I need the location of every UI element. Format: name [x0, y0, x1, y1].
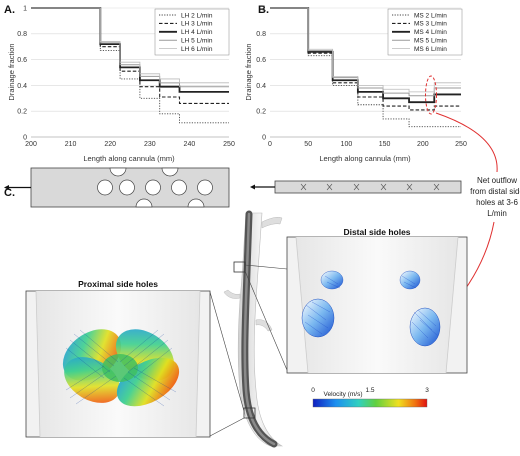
legend-entry: LH 2 L/min [181, 12, 213, 19]
side-hole [171, 179, 187, 196]
colorbar-title: Velocity (m/s) [323, 391, 362, 398]
chart-b: 0 50 100 150 200 250 0 0.2 0.4 0.6 0.8 1 Length al… [244, 5, 467, 163]
annotation-line-3: holes at 3-6 [476, 198, 518, 207]
x-tick-label: 0 [268, 141, 272, 148]
y-tick-label: 0.6 [256, 57, 266, 64]
highlight-ellipse [425, 75, 437, 115]
chart-a-y-label: Drainage fraction [7, 43, 16, 100]
x-tick-label: 230 [144, 141, 156, 148]
panel-label-c: C. [4, 187, 15, 199]
side-hole-marker [433, 183, 440, 191]
chart-a-x-ticks: 200 210 220 230 240 250 [25, 141, 235, 148]
series-line [270, 7, 461, 111]
proximal-title: Proximal side holes [78, 279, 158, 289]
side-hole [135, 198, 153, 208]
side-hole-marker [300, 183, 307, 191]
y-tick-label: 0.2 [17, 109, 27, 116]
annotation-line-4: L/min [487, 209, 507, 218]
series-line [270, 7, 461, 97]
velocity-colorbar: Velocity (m/s) 0 1.5 3 [311, 387, 429, 408]
legend-entry: LH 4 L/min [181, 29, 213, 36]
legend-entry: MS 2 L/min [414, 12, 447, 19]
series-line [31, 7, 229, 84]
vessel-model [209, 210, 288, 448]
x-tick-label: 210 [65, 141, 77, 148]
y-tick-label: 0.4 [17, 83, 27, 90]
x-tick-label: 150 [379, 141, 391, 148]
chart-b-x-label: Length along cannula (mm) [319, 154, 411, 163]
chart-b-y-ticks: 0 0.2 0.4 0.6 0.8 1 [256, 5, 266, 141]
y-tick-label: 0.8 [17, 31, 27, 38]
distal-region-box [233, 261, 246, 273]
proximal-region-box [243, 407, 256, 419]
cannula-schematic-lh [4, 167, 230, 208]
side-hole [119, 179, 135, 196]
x-tick-label: 200 [417, 141, 429, 148]
distal-inset: Distal side holes [286, 227, 468, 374]
colorbar-tick-max: 3 [425, 387, 429, 394]
colorbar-tick-min: 0 [311, 387, 315, 394]
distal-title: Distal side holes [343, 227, 410, 237]
x-tick-label: 200 [25, 141, 37, 148]
side-hole [187, 198, 205, 208]
proximal-flow-field [62, 329, 180, 407]
distal-flow-field [301, 270, 441, 347]
x-tick-label: 250 [455, 141, 467, 148]
chart-b-series [270, 7, 461, 128]
side-hole [161, 167, 179, 177]
side-hole-marker [353, 183, 360, 191]
x-tick-label: 220 [104, 141, 116, 148]
y-tick-label: 0.2 [256, 109, 266, 116]
y-tick-label: 1 [23, 5, 27, 12]
arrow-left-icon [250, 184, 255, 190]
chart-a: 200 210 220 230 240 250 0 0.2 0.4 0.6 0.8 1 Length… [7, 5, 235, 163]
y-tick-label: 0.6 [17, 57, 27, 64]
series-line [270, 7, 461, 93]
annotation-line-1: Net outflow [477, 176, 517, 185]
series-line [270, 7, 461, 128]
y-tick-label: 0 [262, 134, 266, 141]
chart-b-x-ticks: 0 50 100 150 200 250 [268, 141, 467, 148]
x-tick-label: 50 [304, 141, 312, 148]
side-hole [145, 179, 161, 196]
legend-entry: MS 4 L/min [414, 29, 447, 36]
legend-entry: LH 6 L/min [181, 46, 213, 53]
chart-b-y-label: Drainage fraction [244, 43, 253, 100]
x-tick-label: 240 [184, 141, 196, 148]
series-line [270, 7, 461, 104]
legend-entry: LH 3 L/min [181, 21, 213, 28]
x-tick-label: 100 [341, 141, 353, 148]
side-hole [197, 179, 213, 196]
y-tick-label: 0.4 [256, 83, 266, 90]
chart-a-series [31, 7, 229, 124]
chart-a-x-label: Length along cannula (mm) [83, 154, 175, 163]
legend-entry: LH 5 L/min [181, 38, 213, 45]
y-tick-label: 1 [262, 5, 266, 12]
side-hole-marker [326, 183, 333, 191]
legend-entry: MS 3 L/min [414, 21, 447, 28]
legend-entry: MS 6 L/min [414, 46, 447, 53]
side-hole [109, 167, 127, 177]
proximal-inset: Proximal side holes [25, 279, 211, 438]
y-tick-label: 0 [23, 134, 27, 141]
colorbar-tick-mid: 1.5 [365, 387, 374, 394]
cannula-schematic-ms [250, 180, 462, 194]
annotation-arrow-upper [435, 112, 498, 173]
side-hole-marker [406, 183, 413, 191]
chart-a-y-ticks: 0 0.2 0.4 0.6 0.8 1 [17, 5, 27, 141]
side-hole-marker [380, 183, 387, 191]
arrow-left-icon [4, 185, 9, 190]
x-tick-label: 250 [223, 141, 235, 148]
y-tick-label: 0.8 [256, 31, 266, 38]
side-hole [97, 179, 113, 196]
colorbar-scale [312, 398, 428, 408]
panel-label-a: A. [4, 4, 15, 16]
legend-entry: MS 5 L/min [414, 38, 447, 45]
panel-label-b: B. [258, 4, 269, 16]
annotation-line-2: from distal side [470, 187, 520, 196]
